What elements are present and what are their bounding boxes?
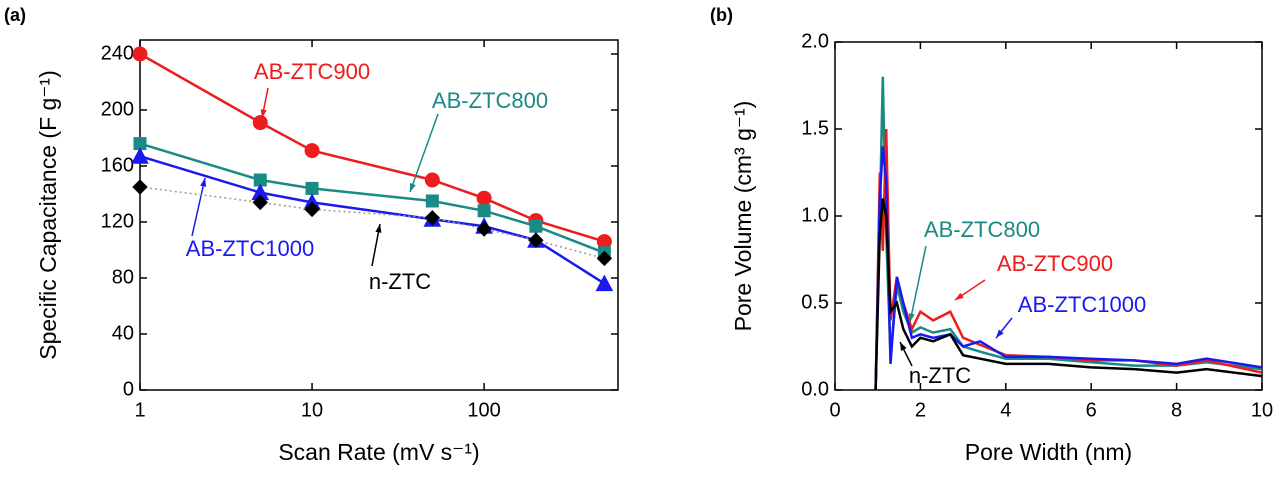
x-tick-label: 8 — [1171, 399, 1182, 421]
annotation-arrowhead — [200, 178, 207, 187]
y-tick-label: 200 — [101, 98, 134, 120]
x-axis-title: Pore Width (nm) — [965, 439, 1132, 465]
y-tick-label: 0.5 — [801, 291, 829, 313]
series-label: n-ZTC — [909, 363, 971, 388]
marker — [424, 210, 441, 226]
annotation-arrow — [909, 245, 927, 323]
y-axis-title: Pore Volume (cm³ g⁻¹) — [730, 101, 756, 332]
annotation-arrow — [409, 113, 439, 193]
annotation-arrowhead — [908, 313, 915, 322]
marker — [132, 46, 148, 62]
annotation-arrowhead — [900, 342, 907, 351]
x-tick-label: 10 — [1251, 399, 1273, 421]
plot-frame — [834, 41, 1263, 391]
y-tick-label: 120 — [101, 210, 134, 232]
series-label: AB-ZTC800 — [924, 217, 1040, 242]
marker — [304, 201, 320, 218]
y-tick-label: 240 — [101, 42, 134, 64]
y-tick-label: 40 — [112, 322, 134, 344]
annotation-arrowhead — [260, 109, 267, 118]
marker — [305, 181, 319, 195]
marker — [529, 219, 543, 233]
marker — [424, 172, 440, 188]
annotation-arrow — [191, 177, 206, 237]
series-label: n-ZTC — [369, 269, 431, 294]
marker — [528, 232, 544, 248]
series-label: AB-ZTC800 — [432, 88, 548, 113]
marker — [476, 221, 492, 237]
x-tick-label: 100 — [467, 399, 500, 421]
x-tick-label: 1 — [134, 399, 145, 421]
series-label: AB-ZTC1000 — [186, 236, 314, 261]
marker — [596, 250, 613, 267]
y-tick-label: 80 — [112, 266, 134, 288]
marker — [476, 190, 492, 206]
annotation-arrowhead — [375, 224, 382, 233]
y-tick-label: 0 — [123, 378, 134, 400]
marker — [304, 143, 320, 159]
annotation-arrowhead — [996, 329, 1004, 338]
panel-label: (b) — [710, 5, 733, 25]
marker — [132, 179, 148, 195]
marker — [477, 204, 491, 218]
x-tick-label: 4 — [1000, 399, 1011, 421]
y-tick-label: 1.5 — [801, 117, 829, 139]
x-tick-label: 0 — [829, 399, 840, 421]
y-tick-label: 160 — [101, 154, 134, 176]
marker — [595, 274, 614, 292]
marker — [252, 194, 268, 211]
marker — [252, 115, 268, 131]
panel-label: (a) — [4, 5, 26, 25]
x-tick-label: 2 — [915, 399, 926, 421]
annotation-arrowhead — [955, 292, 964, 300]
series-label: AB-ZTC900 — [997, 251, 1113, 276]
series-label: AB-ZTC900 — [254, 59, 370, 84]
x-tick-label: 10 — [301, 399, 323, 421]
series-line — [874, 198, 1263, 391]
series-label: AB-ZTC1000 — [1018, 292, 1146, 317]
y-tick-label: 2.0 — [801, 30, 829, 52]
x-tick-label: 6 — [1086, 399, 1097, 421]
y-tick-label: 1.0 — [801, 204, 829, 226]
annotation-arrowhead — [409, 183, 416, 192]
plot-frame — [139, 39, 619, 391]
x-axis-title: Scan Rate (mV s⁻¹) — [278, 439, 479, 465]
series-line — [874, 146, 1263, 391]
marker — [131, 147, 149, 164]
y-tick-label: 0.0 — [801, 378, 829, 400]
y-axis-title: Specific Capacitance (F g⁻¹) — [35, 70, 61, 360]
marker — [425, 194, 439, 208]
